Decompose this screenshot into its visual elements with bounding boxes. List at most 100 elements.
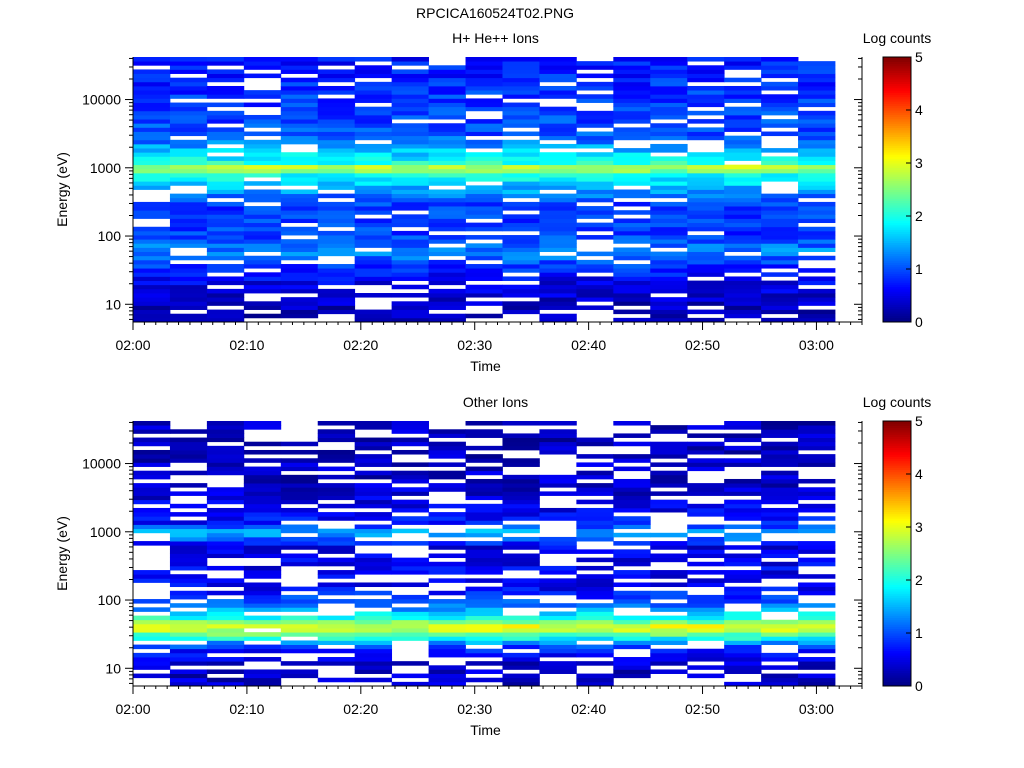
heatmap-cell <box>243 545 282 550</box>
heatmap-cell <box>133 247 171 253</box>
heatmap-cell <box>280 512 319 517</box>
heatmap-cell <box>133 61 171 66</box>
heatmap-cell <box>354 599 393 604</box>
heatmap-cell <box>761 131 799 137</box>
heatmap-cell <box>724 615 762 621</box>
heatmap-cell <box>502 557 540 563</box>
heatmap-cell <box>576 293 614 298</box>
heatmap-cell <box>465 594 503 600</box>
heatmap-cell <box>761 309 799 315</box>
heatmap-cell <box>687 272 725 277</box>
heatmap-cell <box>613 309 651 315</box>
heatmap-cell <box>317 235 356 240</box>
heatmap-cell <box>428 673 466 679</box>
colorbar-segment <box>883 233 911 237</box>
heatmap-cell <box>650 474 688 480</box>
heatmap-cell <box>761 565 799 571</box>
heatmap-cell <box>465 623 503 629</box>
heatmap-cell <box>502 491 540 496</box>
y-tick-label: 100 <box>98 592 122 608</box>
heatmap-cell <box>576 437 614 443</box>
heatmap-cell <box>502 536 540 542</box>
heatmap-cell <box>206 590 245 596</box>
heatmap-cell <box>502 110 540 116</box>
heatmap-cell <box>650 164 688 170</box>
heatmap-cell <box>169 669 208 674</box>
heatmap-cell <box>761 487 799 492</box>
heatmap-cell <box>650 301 688 306</box>
heatmap-cell <box>317 619 356 625</box>
heatmap-cell <box>576 73 614 79</box>
heatmap-cell <box>502 599 540 604</box>
colorbar-segment <box>883 522 911 526</box>
heatmap-cell <box>502 85 540 91</box>
heatmap-cell <box>465 255 503 261</box>
heatmap-cell <box>724 156 762 161</box>
heatmap-cell <box>280 98 319 103</box>
heatmap-cell <box>687 433 725 438</box>
colorbar-segment <box>883 200 911 204</box>
colorbar-segment <box>883 299 911 303</box>
heatmap-cell <box>133 73 171 79</box>
heatmap-cell <box>650 657 688 662</box>
heatmap-cell <box>650 127 688 132</box>
heatmap-cell <box>465 669 503 674</box>
heatmap-cell <box>206 69 245 74</box>
heatmap-cell <box>206 110 245 116</box>
colorbar-segment <box>883 218 911 221</box>
colorbar-segment <box>883 286 911 290</box>
heatmap-cell <box>761 507 799 513</box>
heatmap-cell <box>798 65 836 70</box>
heatmap-cell <box>354 309 393 315</box>
heatmap-cell <box>724 57 762 62</box>
heatmap-cell <box>798 657 836 662</box>
heatmap-cell <box>798 119 836 124</box>
heatmap-cell <box>687 309 725 315</box>
heatmap-cell <box>391 123 429 128</box>
heatmap-cell <box>650 507 688 513</box>
heatmap-cell <box>502 139 540 145</box>
heatmap-cell <box>169 164 208 170</box>
heatmap-cell <box>133 181 171 186</box>
heatmap-cell <box>687 90 725 95</box>
heatmap-cell <box>391 276 429 281</box>
heatmap-cell <box>354 193 393 199</box>
heatmap-cell <box>206 218 245 224</box>
heatmap-cell <box>206 429 245 434</box>
heatmap-cell <box>539 478 577 484</box>
heatmap-cell <box>428 85 466 91</box>
heatmap-cell <box>761 156 799 161</box>
heatmap-cell <box>539 135 577 141</box>
heatmap-cell <box>761 106 799 112</box>
heatmap-cell <box>169 590 208 596</box>
heatmap-cell <box>354 73 393 79</box>
heatmap-cell <box>354 106 393 112</box>
heatmap-cell <box>206 77 245 83</box>
heatmap-cell <box>354 85 393 91</box>
heatmap-cell <box>761 206 799 211</box>
heatmap-cell <box>613 478 651 484</box>
heatmap-cell <box>354 98 393 103</box>
heatmap-cell <box>354 69 393 74</box>
heatmap-cell <box>169 603 208 608</box>
colorbar-segment <box>883 487 911 490</box>
heatmap-cell <box>465 152 503 157</box>
heatmap-cell <box>724 189 762 195</box>
heatmap-cell <box>206 164 245 170</box>
colorbar-segment <box>883 68 911 71</box>
heatmap-cell <box>465 586 503 592</box>
heatmap-cell <box>687 528 725 534</box>
heatmap-cell <box>428 247 466 253</box>
heatmap-cell <box>133 172 171 178</box>
heatmap-cell <box>724 594 762 600</box>
colorbar-segment <box>883 282 911 285</box>
heatmap-cell <box>576 582 614 588</box>
heatmap-cell <box>465 243 503 248</box>
heatmap-cell <box>133 177 171 182</box>
heatmap-cell <box>428 114 466 120</box>
heatmap-cell <box>169 561 208 567</box>
heatmap-cell <box>391 230 429 236</box>
heatmap-cell <box>761 288 799 294</box>
colorbar-segment <box>883 185 911 188</box>
heatmap-cell <box>724 201 762 207</box>
